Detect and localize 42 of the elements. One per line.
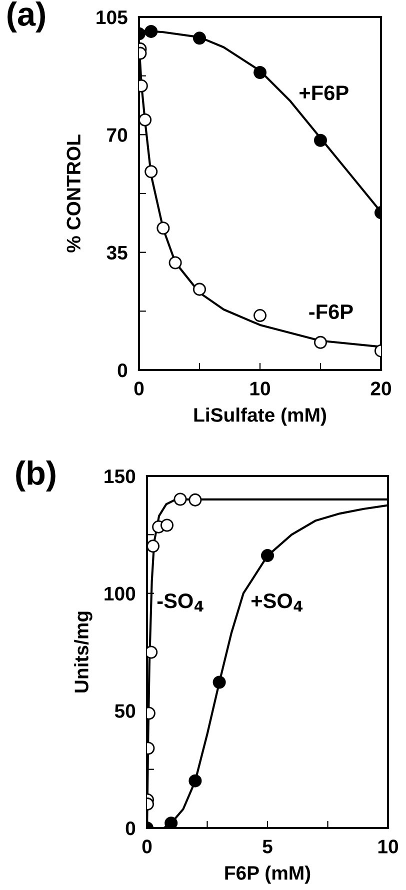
x-axis-title: LiSulfate (mM) <box>194 408 326 426</box>
point <box>188 774 202 788</box>
annotation: +SO$_{4}$ <box>252 594 303 612</box>
chart-title: (a) <box>8 1 45 33</box>
point <box>168 256 182 270</box>
y-tick-label: 70 <box>107 128 128 142</box>
point <box>144 24 158 38</box>
y-tick-label: 0 <box>118 363 128 378</box>
x-tick-label: 10 <box>250 382 270 396</box>
x-tick-label: 0 <box>134 382 144 396</box>
y-tick-label: 105 <box>96 10 128 24</box>
y-tick-label: 0 <box>126 821 136 836</box>
x-tick-label: 0 <box>142 840 152 854</box>
point <box>147 540 160 553</box>
point <box>160 518 174 532</box>
chart-title: (b) <box>16 460 56 492</box>
x-tick-label: 5 <box>262 840 272 854</box>
y-tick-label: 100 <box>104 586 136 601</box>
point <box>144 165 158 178</box>
point <box>253 66 267 79</box>
point <box>147 646 158 659</box>
point <box>192 282 206 296</box>
annotation: +F6P <box>300 86 348 100</box>
x-tick-label: 10 <box>378 840 398 854</box>
point <box>139 113 152 126</box>
x-axis-title: F6P (mM) <box>225 866 310 884</box>
point <box>156 222 170 235</box>
point <box>192 32 206 45</box>
point <box>253 309 267 322</box>
annotation: -SO$_{4}$ <box>157 594 204 612</box>
y-axis-title: Units/mg <box>74 612 92 692</box>
y-tick-label: 50 <box>114 704 136 718</box>
point <box>174 492 187 506</box>
x-tick-label: 20 <box>370 382 392 396</box>
point <box>164 816 178 828</box>
point <box>188 493 202 506</box>
y-tick-label: 35 <box>106 246 128 260</box>
y-tick-label: 150 <box>104 469 136 484</box>
point <box>212 676 226 689</box>
point <box>260 549 274 562</box>
annotation: -F6P <box>309 304 353 320</box>
y-axis-title: % CONTROL <box>66 134 80 252</box>
